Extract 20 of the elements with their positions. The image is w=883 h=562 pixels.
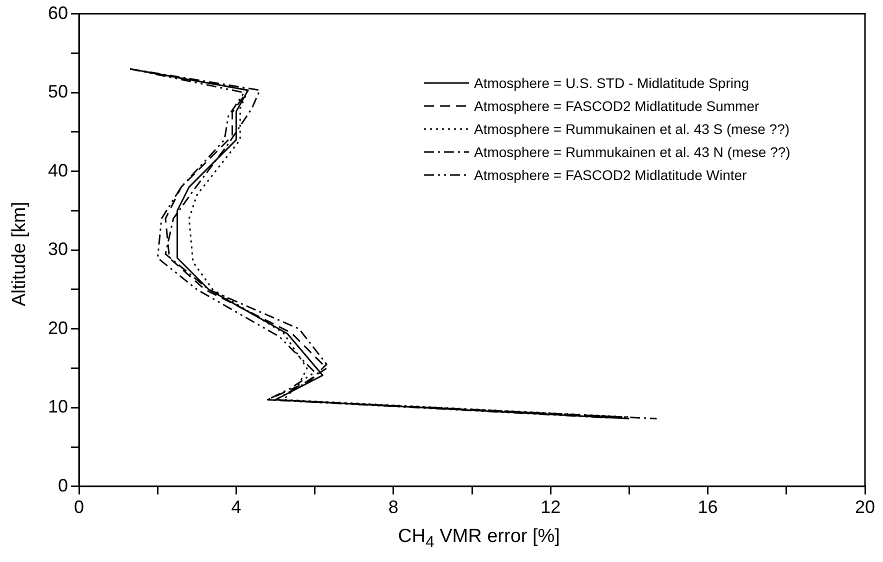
y-tick-label: 20 <box>48 318 68 338</box>
legend-label: Atmosphere = FASCOD2 Midlatitude Winter <box>474 166 747 185</box>
y-tick-label: 30 <box>48 239 68 260</box>
legend-label: Atmosphere = Rummukainen et al. 43 N (mese ??) <box>474 142 790 162</box>
y-tick-label: 0 <box>58 475 68 496</box>
x-tick-label: 12 <box>540 497 561 518</box>
legend-label: Atmosphere = Rummukainen et al. 43 S (mese ??) <box>474 120 790 139</box>
legend-label: Atmosphere = U.S. STD - Midlatitude Spring <box>474 74 750 93</box>
y-tick-label: 50 <box>48 82 68 102</box>
legend-label: Atmosphere = FASCOD2 Midlatitude Summer <box>474 96 760 116</box>
x-tick-label: 20 <box>854 497 876 518</box>
x-tick-label: 0 <box>74 497 84 518</box>
y-tick-label: 10 <box>48 396 68 417</box>
x-tick-label: 16 <box>698 497 718 518</box>
x-tick-label: 4 <box>231 497 242 518</box>
y-tick-label: 60 <box>48 2 68 23</box>
y-tick-label: 40 <box>48 160 68 180</box>
y-axis-title: Altitude [km] <box>9 202 31 306</box>
x-axis-title: CH$_{4}$ VMR error [%] <box>397 526 561 552</box>
x-tick-label: 8 <box>388 497 398 518</box>
